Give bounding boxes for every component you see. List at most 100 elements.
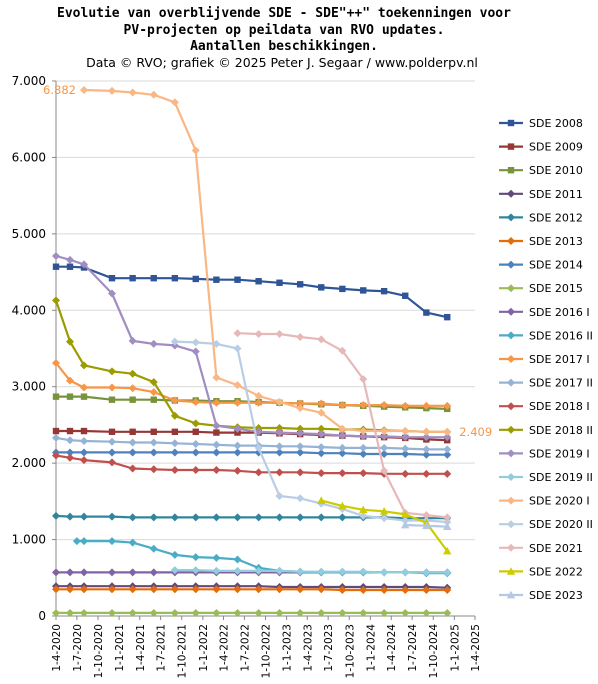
data-point: [317, 335, 326, 344]
data-point: [296, 494, 305, 503]
data-point: [129, 396, 136, 403]
data-point: [338, 424, 347, 433]
data-point: [401, 568, 410, 577]
series-sde-2019-ii: [170, 566, 452, 577]
data-point: [254, 427, 263, 436]
data-point: [212, 513, 221, 522]
annotations: 6.882 2.409: [43, 83, 492, 439]
y-tick-label: 3.000: [12, 380, 46, 394]
data-point: [422, 445, 431, 454]
data-point: [317, 496, 326, 504]
data-point: [423, 309, 430, 316]
data-point: [79, 456, 88, 465]
data-point: [212, 440, 221, 449]
x-tick-label: 1-4-2021: [135, 624, 147, 672]
data-point: [52, 263, 60, 270]
data-point: [338, 586, 347, 595]
data-point: [443, 433, 452, 442]
legend-item: SDE 2009: [499, 141, 583, 154]
data-point: [296, 281, 304, 288]
legend-label: SDE 2016 I: [529, 306, 590, 319]
data-point: [192, 428, 199, 436]
x-axis: 1-4-2020 1-7-2020 1-10-2020 1-1-2021 1-4-202…: [51, 615, 482, 678]
data-point: [66, 427, 74, 435]
data-point: [275, 398, 284, 406]
legend-item: SDE 2013: [499, 235, 583, 248]
data-point: [191, 608, 200, 617]
data-point: [128, 585, 137, 594]
data-point: [191, 419, 200, 428]
data-point: [401, 401, 410, 410]
data-point: [212, 339, 221, 348]
legend-item: SDE 2019 I: [499, 447, 590, 460]
data-point: [52, 511, 60, 520]
legend-item: SDE 2016 II: [499, 329, 593, 342]
data-point: [191, 585, 200, 594]
data-point: [52, 252, 60, 261]
y-tick-label: 7.000: [12, 74, 46, 88]
data-point: [359, 432, 368, 441]
data-point: [380, 608, 389, 617]
x-tick-label: 1-1-2025: [449, 624, 461, 672]
data-point: [296, 404, 305, 413]
legend-item: SDE 2017 II: [499, 377, 593, 390]
data-point: [170, 608, 179, 617]
data-point: [128, 538, 137, 547]
data-point: [65, 255, 74, 264]
data-point: [443, 586, 452, 595]
y-axis: 0 1.000 2.000 3.000 4.000 5.000 6.000 7.000: [12, 74, 57, 623]
data-point: [380, 514, 389, 523]
data-point: [254, 566, 263, 575]
data-point: [443, 568, 452, 577]
data-point: [443, 450, 452, 459]
data-point: [79, 585, 88, 594]
series-sde-2014: [52, 448, 452, 459]
legend-swatch-marker: [507, 260, 515, 269]
legend-item: SDE 2017 I: [499, 353, 590, 366]
data-point: [80, 427, 88, 435]
x-tick-label: 1-7-2020: [72, 624, 84, 672]
legend-item: SDE 2019 II: [499, 471, 593, 484]
data-point: [107, 537, 116, 546]
y-tick-label: 6.000: [12, 150, 46, 164]
data-point: [107, 458, 116, 467]
data-point: [52, 427, 60, 435]
data-point: [233, 329, 242, 338]
data-point: [79, 512, 88, 521]
data-point: [317, 408, 326, 417]
data-point: [422, 450, 431, 459]
data-point: [149, 465, 158, 474]
data-point: [359, 567, 368, 576]
legend-label: SDE 2013: [529, 235, 583, 248]
data-point: [317, 443, 326, 452]
data-point: [128, 513, 137, 522]
data-point: [275, 442, 284, 451]
legend-swatch-marker: [507, 237, 515, 245]
y-tick-label: 0: [38, 609, 46, 623]
legend-swatch-marker: [507, 402, 515, 411]
data-point: [443, 517, 452, 526]
data-point: [380, 432, 389, 441]
series-line-sde-2017-ii: [55, 436, 448, 451]
data-point: [296, 424, 305, 433]
data-point: [422, 586, 431, 595]
data-point: [338, 401, 347, 410]
data-point: [317, 469, 326, 478]
data-point: [296, 333, 305, 342]
data-point: [149, 448, 158, 457]
data-point: [401, 469, 410, 478]
data-point: [338, 567, 347, 576]
data-point: [129, 428, 136, 436]
data-point: [443, 427, 452, 436]
data-point: [52, 568, 60, 577]
data-point: [422, 469, 431, 478]
legend-item: SDE 2020 II: [499, 518, 593, 531]
data-point: [254, 585, 263, 594]
data-point: [275, 608, 284, 617]
legend-label: SDE 2017 I: [529, 353, 590, 366]
legend-swatch-marker: [507, 143, 515, 150]
series-line-sde-2008: [56, 265, 448, 319]
data-point: [422, 433, 431, 442]
series-sde-2020-i: [79, 86, 452, 436]
data-point: [338, 346, 347, 355]
